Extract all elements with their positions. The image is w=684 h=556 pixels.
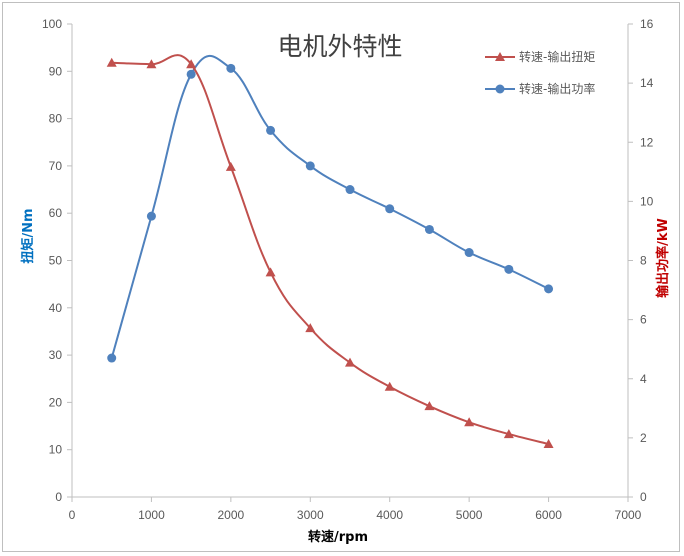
- power-point: [107, 353, 117, 363]
- power-point: [544, 284, 554, 294]
- y-tick-label: 10: [49, 443, 63, 457]
- power-point: [146, 211, 156, 221]
- torque-point: [345, 357, 355, 367]
- y-tick-label: 40: [49, 301, 63, 315]
- torque-point: [146, 59, 157, 69]
- power-point: [186, 69, 196, 79]
- plot-area: [106, 54, 554, 449]
- torque-point: [424, 401, 435, 411]
- x-tick-label: 7000: [615, 508, 642, 522]
- legend-marker: [495, 84, 505, 94]
- x-tick-label: 3000: [297, 508, 324, 522]
- power-point: [424, 224, 434, 234]
- torque-point: [186, 59, 197, 69]
- y2-tick-label: 16: [640, 17, 654, 31]
- power-series: [107, 54, 554, 363]
- torque-point: [265, 267, 276, 277]
- chart-title: 电机外特性: [277, 32, 402, 61]
- power-point: [226, 63, 236, 73]
- y2-tick-label: 6: [640, 313, 647, 327]
- torque-point: [225, 161, 236, 171]
- y-tick-label: 20: [49, 395, 63, 409]
- power-point: [266, 125, 276, 135]
- axes: 0 1000 2000 3000 4000 5000 6000 700001020304050…: [42, 17, 654, 522]
- y-tick-label: 50: [49, 254, 63, 268]
- power-point: [464, 248, 474, 258]
- y-axis-title: 扭矩/Nm: [20, 208, 36, 263]
- power-point: [345, 185, 355, 195]
- y-tick-label: 60: [49, 206, 63, 220]
- x-tick-label: 2000: [218, 508, 245, 522]
- y-tick-label: 80: [49, 112, 63, 126]
- y2-tick-label: 4: [640, 372, 647, 386]
- legend-label: 转速-输出功率: [519, 81, 595, 96]
- x-tick-label: 1000: [138, 508, 165, 522]
- torque-point: [384, 381, 395, 391]
- y2-tick-label: 8: [640, 254, 647, 268]
- legend-item: 转速-输出功率: [485, 81, 595, 96]
- torque-point: [503, 429, 514, 439]
- torque-point: [464, 417, 475, 427]
- x-axis-title: 转速/rpm: [308, 529, 368, 545]
- x-tick-label: 6000: [535, 508, 562, 522]
- torque-point: [305, 323, 316, 333]
- y2-tick-label: 12: [640, 135, 654, 149]
- y-tick-label: 90: [49, 64, 63, 78]
- y-tick-label: 70: [49, 159, 63, 173]
- torque-point: [543, 439, 554, 449]
- y-tick-label: 100: [42, 17, 62, 31]
- x-tick-label: 0: [69, 508, 76, 522]
- x-tick-label: 4000: [376, 508, 403, 522]
- y2-tick-label: 2: [640, 431, 647, 445]
- power-point: [385, 204, 395, 214]
- legend-label: 转速-输出扭矩: [519, 49, 595, 64]
- y2-tick-label: 0: [640, 490, 647, 504]
- torque-point: [106, 57, 117, 67]
- y-tick-label: 30: [49, 348, 63, 362]
- torque-series: [106, 54, 554, 449]
- y2-tick-label: 10: [640, 194, 654, 208]
- power-point: [305, 161, 315, 171]
- legend-marker: [495, 52, 505, 61]
- legend-item: 转速-输出扭矩: [485, 49, 595, 64]
- y2-axis-title: 输出功率/kW: [655, 218, 671, 298]
- y-tick-label: 0: [55, 490, 62, 504]
- y2-tick-label: 14: [640, 76, 654, 90]
- x-tick-label: 5000: [456, 508, 483, 522]
- power-point: [504, 264, 514, 274]
- power-line: [110, 54, 550, 359]
